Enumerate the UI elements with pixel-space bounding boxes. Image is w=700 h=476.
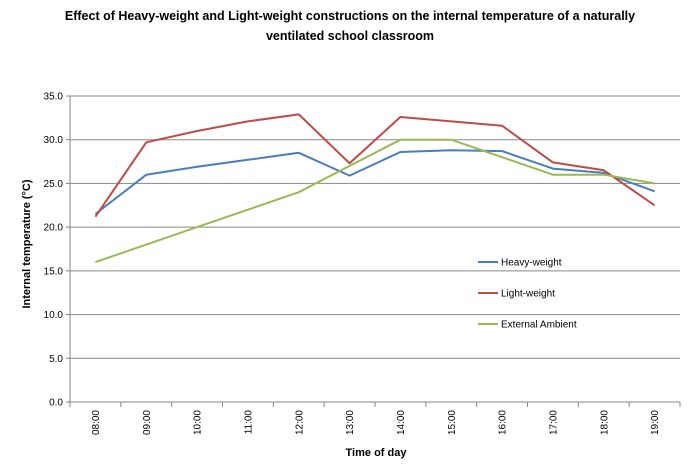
y-tick-label: 25.0	[44, 179, 64, 190]
y-tick-labels: 0.0 5.0 10.0 15.0 20.0 25.0 30.0 35.0	[44, 92, 64, 409]
grid-lines	[70, 95, 680, 359]
y-tick-label: 0.0	[49, 398, 63, 409]
y-axis-label: Internal temperature (°C)	[21, 179, 33, 308]
x-tick-label: 19:00	[650, 410, 661, 435]
series-line-external-ambient	[95, 138, 655, 264]
x-tick-label: 18:00	[599, 410, 610, 435]
axes	[66, 95, 681, 407]
x-tick-label: 08:00	[91, 410, 102, 435]
x-tick-labels: 08:00 09:00 10:00 11:00 12:00 13:00 14:00 15:00…	[91, 410, 661, 435]
x-tick-label: 16:00	[498, 410, 509, 435]
series-lines	[94, 113, 656, 264]
chart-title-line-2: ventilated school classroom	[265, 29, 435, 43]
legend-label: Heavy-weight	[501, 258, 562, 269]
chart-title-line-1: Effect of Heavy-weight and Light-weight …	[64, 9, 636, 23]
y-tick-label: 15.0	[44, 266, 64, 277]
legend: Heavy-weight Light-weight External Ambient	[478, 258, 577, 331]
x-tick-label: 09:00	[142, 410, 153, 435]
chart-title: Effect of Heavy-weight and Light-weight …	[0, 6, 700, 46]
y-tick-label: 35.0	[44, 92, 64, 103]
y-tick-label: 10.0	[44, 310, 64, 321]
x-tick-label: 17:00	[548, 410, 559, 435]
x-tick-label: 13:00	[345, 410, 356, 435]
series-line-heavy-weight	[94, 149, 655, 215]
y-tick-label: 5.0	[49, 354, 63, 365]
legend-label: Light-weight	[501, 289, 555, 300]
x-axis-label: Time of day	[346, 447, 408, 459]
legend-label: External Ambient	[501, 320, 577, 331]
x-tick-label: 10:00	[193, 410, 204, 435]
x-tick-label: 11:00	[243, 410, 254, 435]
y-tick-label: 20.0	[44, 223, 64, 234]
x-tick-label: 14:00	[396, 410, 407, 435]
y-tick-label: 30.0	[44, 135, 64, 146]
x-tick-label: 15:00	[447, 410, 458, 435]
x-tick-label: 12:00	[294, 410, 305, 435]
series-line-light-weight	[94, 113, 656, 218]
